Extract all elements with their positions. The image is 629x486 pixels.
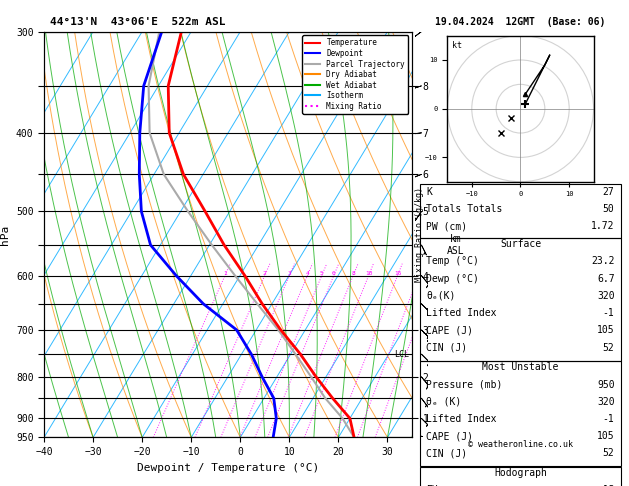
Text: Hodograph: Hodograph [494, 468, 547, 478]
Bar [420, 184, 621, 238]
Text: © weatheronline.co.uk: © weatheronline.co.uk [468, 440, 573, 449]
Text: CIN (J): CIN (J) [426, 343, 467, 352]
Text: PW (cm): PW (cm) [426, 221, 467, 231]
Text: 320: 320 [597, 291, 615, 301]
Text: 15: 15 [394, 271, 401, 276]
Text: 8: 8 [351, 271, 355, 276]
Text: 50: 50 [603, 204, 615, 214]
Text: K: K [426, 187, 432, 197]
X-axis label: Dewpoint / Temperature (°C): Dewpoint / Temperature (°C) [137, 463, 319, 473]
Text: 52: 52 [603, 449, 615, 458]
Text: 105: 105 [597, 431, 615, 441]
Text: Totals Totals: Totals Totals [426, 204, 503, 214]
Text: 6: 6 [332, 271, 336, 276]
Y-axis label: hPa: hPa [1, 225, 11, 244]
Bar [420, 362, 621, 467]
Text: 5: 5 [320, 271, 324, 276]
Text: 1: 1 [223, 271, 227, 276]
Bar [420, 238, 621, 361]
Text: -1: -1 [603, 308, 615, 318]
Text: 27: 27 [603, 187, 615, 197]
Text: LCL: LCL [394, 350, 409, 359]
Text: 3: 3 [287, 271, 291, 276]
Text: Lifted Index: Lifted Index [426, 308, 497, 318]
Text: Surface: Surface [500, 239, 541, 249]
Text: 6.7: 6.7 [597, 274, 615, 284]
Text: θₑ(K): θₑ(K) [426, 291, 456, 301]
Text: 23.2: 23.2 [591, 257, 615, 266]
Text: θₑ (K): θₑ (K) [426, 397, 462, 407]
Text: 950: 950 [597, 380, 615, 389]
Text: Temp (°C): Temp (°C) [426, 257, 479, 266]
Text: Most Unstable: Most Unstable [482, 362, 559, 372]
Text: -1: -1 [603, 414, 615, 424]
Text: CAPE (J): CAPE (J) [426, 431, 474, 441]
Text: CIN (J): CIN (J) [426, 449, 467, 458]
Text: kt: kt [452, 40, 462, 50]
Text: 44°13'N  43°06'E  522m ASL: 44°13'N 43°06'E 522m ASL [50, 17, 226, 27]
Text: 1.72: 1.72 [591, 221, 615, 231]
Text: 2: 2 [263, 271, 267, 276]
Legend: Temperature, Dewpoint, Parcel Trajectory, Dry Adiabat, Wet Adiabat, Isotherm, Mi: Temperature, Dewpoint, Parcel Trajectory… [302, 35, 408, 114]
Text: 4: 4 [306, 271, 309, 276]
Text: 52: 52 [603, 343, 615, 352]
Text: 320: 320 [597, 397, 615, 407]
Text: Pressure (mb): Pressure (mb) [426, 380, 503, 389]
Text: 10: 10 [365, 271, 372, 276]
Y-axis label: km
ASL: km ASL [447, 235, 465, 256]
Text: 19.04.2024  12GMT  (Base: 06): 19.04.2024 12GMT (Base: 06) [435, 17, 606, 27]
Text: 105: 105 [597, 325, 615, 335]
Text: Dewp (°C): Dewp (°C) [426, 274, 479, 284]
Bar [420, 467, 621, 486]
Text: Lifted Index: Lifted Index [426, 414, 497, 424]
Text: CAPE (J): CAPE (J) [426, 325, 474, 335]
Text: Mixing Ratio (g/kg): Mixing Ratio (g/kg) [415, 187, 424, 282]
